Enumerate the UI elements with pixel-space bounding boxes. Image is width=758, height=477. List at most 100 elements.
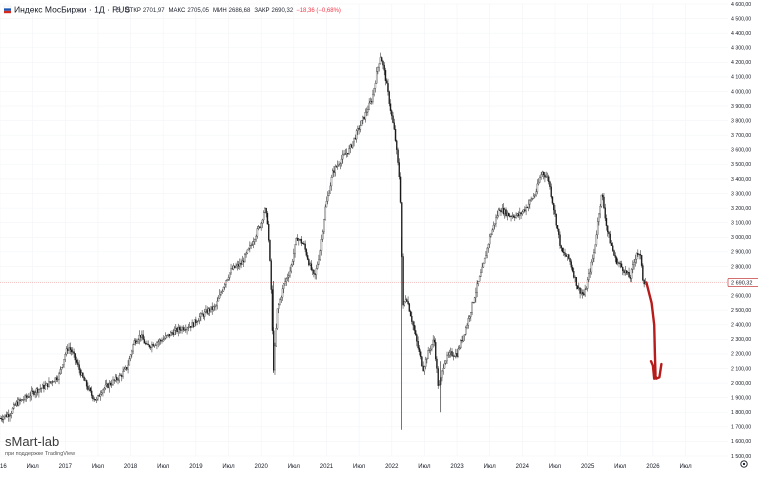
- candle-body: [193, 319, 196, 327]
- candle: [457, 345, 459, 358]
- candle-body: [540, 174, 542, 178]
- candle: [600, 194, 603, 208]
- candle-body: [153, 345, 156, 347]
- x-tick-label: Июл: [614, 464, 627, 470]
- candle: [583, 289, 585, 296]
- candle: [596, 217, 599, 239]
- candle: [250, 242, 252, 249]
- candle: [526, 206, 529, 209]
- candle-body: [98, 395, 100, 397]
- candle-body: [586, 279, 589, 289]
- y-tick-label: 1 500,00: [731, 454, 751, 460]
- candle: [329, 182, 331, 194]
- candle-body: [320, 239, 323, 251]
- candle: [571, 264, 574, 273]
- candle: [102, 388, 104, 397]
- candle-body: [569, 258, 571, 262]
- candle: [472, 302, 475, 304]
- candle-body: [244, 254, 246, 263]
- candle-body: [639, 254, 642, 256]
- candle: [536, 179, 539, 195]
- candle-body: [167, 333, 169, 336]
- candle: [416, 333, 418, 347]
- candle-body: [182, 327, 185, 331]
- candle-body: [470, 312, 472, 317]
- candle: [519, 207, 521, 220]
- candle-body: [271, 289, 274, 331]
- candle-body: [516, 213, 519, 216]
- candle: [403, 301, 406, 307]
- candle-body: [432, 339, 434, 345]
- candle-body: [566, 254, 569, 257]
- candle: [126, 366, 128, 372]
- candle-body: [131, 350, 133, 356]
- candle-body: [241, 260, 244, 265]
- candle-body: [106, 383, 108, 386]
- candle: [170, 330, 172, 337]
- candle: [619, 260, 621, 269]
- candle-body: [521, 211, 524, 215]
- candle: [321, 229, 324, 242]
- candle: [305, 248, 308, 258]
- candle: [19, 397, 21, 405]
- candle-body: [151, 344, 153, 348]
- candle-body: [318, 259, 320, 265]
- candle-body: [36, 388, 39, 393]
- candle: [565, 253, 567, 257]
- x-tick-label: 2018: [124, 464, 138, 470]
- candle: [52, 380, 54, 387]
- candle: [47, 383, 49, 390]
- candle-body: [113, 379, 115, 381]
- candle-body: [20, 399, 23, 401]
- candle: [512, 214, 515, 218]
- candle-body: [188, 326, 191, 328]
- candle-body: [217, 297, 220, 302]
- candle-body: [200, 313, 202, 317]
- candle: [224, 282, 226, 290]
- candle-body: [541, 171, 544, 175]
- candle-body: [254, 239, 256, 242]
- candle-body: [413, 325, 416, 331]
- candle: [355, 128, 358, 143]
- candle-body: [622, 266, 624, 271]
- candle: [21, 399, 24, 401]
- time-axis[interactable]: 2016 Июл 2017 Июл 2018 Июл 2019 Июл 2020 Июл 2021 И…: [0, 464, 692, 470]
- candle: [362, 115, 364, 125]
- candle-body: [348, 148, 350, 155]
- symbol-title[interactable]: Индекс МосБиржи · 1Д · RUS: [14, 5, 130, 15]
- candle-body: [330, 177, 333, 187]
- price-axis[interactable]: 4 600,00 4 500,00 4 400,00 4 300,00 4 200,00…: [731, 2, 751, 460]
- candle: [515, 212, 517, 219]
- candle-body: [255, 235, 257, 240]
- candle-body: [50, 381, 53, 383]
- candle: [556, 225, 559, 232]
- candle: [358, 125, 360, 135]
- watermark-brand: sMart-lab: [5, 434, 59, 449]
- candle-body: [143, 339, 146, 344]
- candle: [617, 258, 619, 266]
- candle: [30, 386, 33, 401]
- x-tick-label: Июл: [484, 464, 497, 470]
- candle-body: [281, 288, 284, 298]
- candle: [64, 352, 66, 363]
- candle: [230, 263, 232, 275]
- candle-body: [28, 396, 30, 398]
- candle: [389, 99, 392, 115]
- candle-body: [249, 245, 251, 249]
- candle-body: [134, 340, 137, 344]
- candle-body: [438, 384, 441, 386]
- candle-body: [451, 351, 453, 356]
- candle: [36, 386, 39, 396]
- candle-body: [23, 399, 25, 401]
- settings-gear-icon[interactable]: [740, 460, 748, 468]
- candle-body: [478, 276, 481, 282]
- candle: [40, 387, 43, 393]
- candle-body: [353, 137, 355, 143]
- candle: [260, 221, 262, 231]
- candle: [229, 272, 231, 281]
- candle: [559, 231, 561, 249]
- candle-body: [35, 388, 38, 393]
- candle: [146, 340, 148, 345]
